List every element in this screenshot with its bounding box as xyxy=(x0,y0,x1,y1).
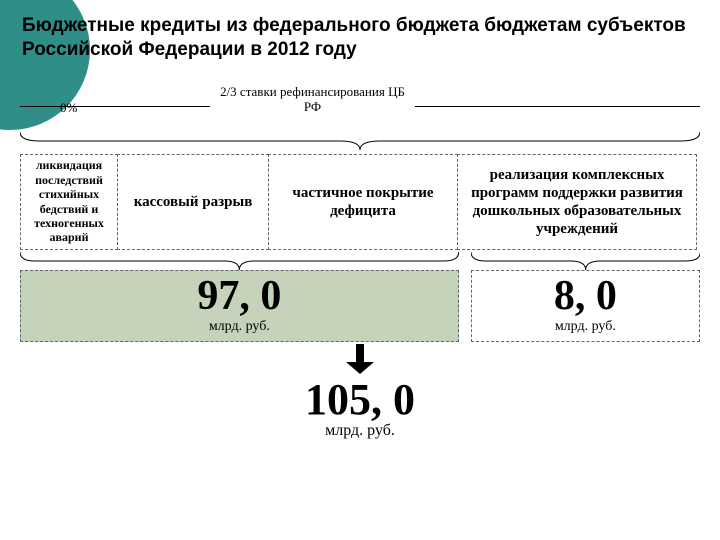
total-unit: млрд. руб. xyxy=(0,422,720,440)
rate-line-right xyxy=(415,106,700,107)
value-left-number: 97, 0 xyxy=(29,275,450,317)
rate-line-left xyxy=(20,106,210,107)
value-box-right: 8, 0 млрд. руб. xyxy=(471,270,700,342)
value-row: 97, 0 млрд. руб. 8, 0 млрд. руб. xyxy=(20,270,700,342)
rate-row: 0% 2/3 ставки рефинансирования ЦБ РФ xyxy=(20,82,700,130)
box-preschool-prog: реализация комплексных программ поддержк… xyxy=(457,154,697,250)
value-left-unit: млрд. руб. xyxy=(29,319,450,335)
zero-percent-label: 0% xyxy=(60,100,77,116)
brace-left xyxy=(20,252,459,270)
brace-top xyxy=(20,132,700,150)
box-liquidation: ликвидация последствий стихийных бедстви… xyxy=(20,154,118,250)
value-right-unit: млрд. руб. xyxy=(480,319,691,335)
brace-right xyxy=(471,252,700,270)
box-deficit-cover: частичное покрытие дефицита xyxy=(268,154,458,250)
rate-center-label: 2/3 ставки рефинансирования ЦБ РФ xyxy=(210,84,415,115)
total-block: 105, 0 млрд. руб. xyxy=(0,378,720,440)
box-cash-gap: кассовый разрыв xyxy=(117,154,269,250)
page-title: Бюджетные кредиты из федерального бюджет… xyxy=(0,0,720,72)
value-right-number: 8, 0 xyxy=(480,275,691,317)
arrow-down-icon xyxy=(346,344,374,374)
total-number: 105, 0 xyxy=(0,378,720,422)
category-boxes: ликвидация последствий стихийных бедстви… xyxy=(20,154,700,250)
value-box-left: 97, 0 млрд. руб. xyxy=(20,270,459,342)
